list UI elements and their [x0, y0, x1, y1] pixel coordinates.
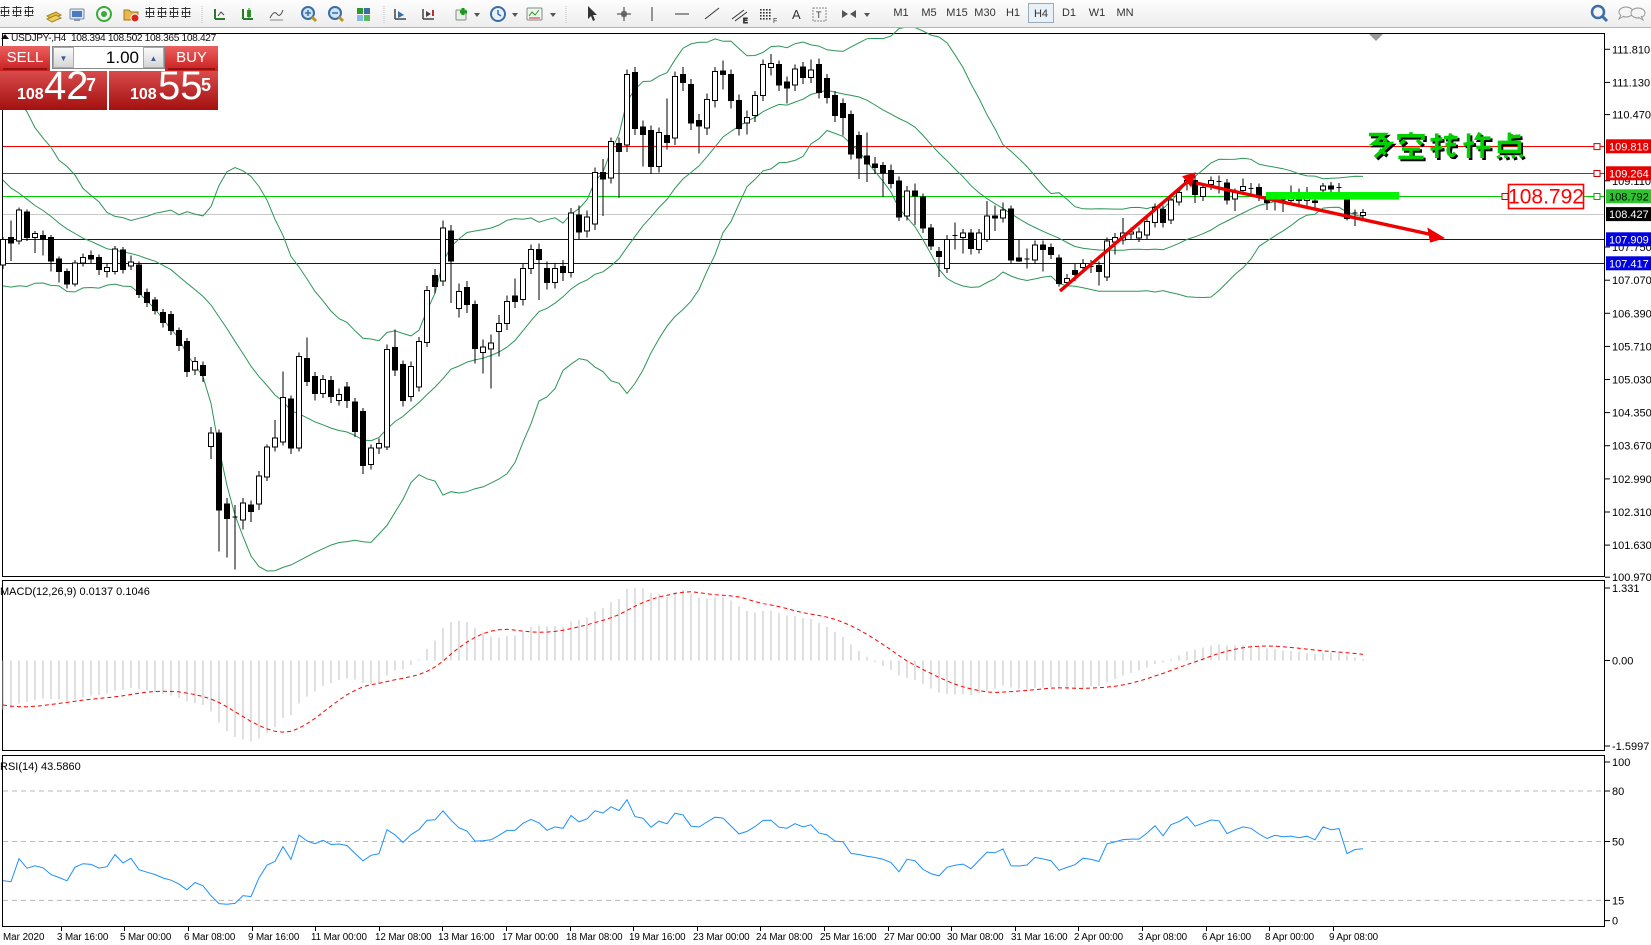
svg-text:107.417: 107.417 — [1609, 258, 1649, 270]
svg-text:108.792: 108.792 — [1508, 186, 1584, 209]
svg-text:23 Mar 00:00: 23 Mar 00:00 — [693, 932, 750, 943]
svg-text:0.00: 0.00 — [1612, 656, 1633, 668]
svg-text:6 Mar 08:00: 6 Mar 08:00 — [184, 932, 236, 943]
svg-text:24 Mar 08:00: 24 Mar 08:00 — [756, 932, 813, 943]
svg-text:27 Mar 00:00: 27 Mar 00:00 — [884, 932, 941, 943]
svg-text:25 Mar 16:00: 25 Mar 16:00 — [820, 932, 877, 943]
svg-text:100: 100 — [1612, 757, 1630, 769]
svg-text:1.331: 1.331 — [1612, 583, 1640, 595]
svg-text:A: A — [792, 7, 801, 22]
svg-text:102.310: 102.310 — [1612, 507, 1651, 519]
svg-text:30 Mar 08:00: 30 Mar 08:00 — [947, 932, 1004, 943]
svg-text:102.990: 102.990 — [1612, 474, 1651, 486]
svg-text:Mar 2020: Mar 2020 — [3, 932, 45, 943]
svg-text:19 Mar 16:00: 19 Mar 16:00 — [629, 932, 686, 943]
svg-text:RSI(14) 43.5860: RSI(14) 43.5860 — [0, 761, 81, 773]
svg-text:107.909: 107.909 — [1609, 234, 1649, 246]
svg-text:103.670: 103.670 — [1612, 441, 1651, 453]
svg-text:105.030: 105.030 — [1612, 375, 1651, 387]
svg-text:-1.5997: -1.5997 — [1612, 741, 1649, 753]
svg-text:80: 80 — [1612, 786, 1624, 798]
svg-text:0: 0 — [1612, 916, 1618, 928]
svg-text:9 Apr 08:00: 9 Apr 08:00 — [1329, 932, 1379, 943]
svg-text:100.970: 100.970 — [1612, 572, 1651, 584]
svg-text:2 Apr 00:00: 2 Apr 00:00 — [1074, 932, 1124, 943]
svg-text:F: F — [773, 18, 777, 24]
svg-text:6 Apr 16:00: 6 Apr 16:00 — [1202, 932, 1252, 943]
svg-text:8 Apr 00:00: 8 Apr 00:00 — [1265, 932, 1315, 943]
svg-text:5 Mar 00:00: 5 Mar 00:00 — [120, 932, 172, 943]
svg-text:12 Mar 08:00: 12 Mar 08:00 — [375, 932, 432, 943]
svg-text:50: 50 — [1612, 837, 1624, 849]
svg-text:104.350: 104.350 — [1612, 408, 1651, 420]
svg-text:111.130: 111.130 — [1612, 77, 1650, 89]
svg-text:3 Mar 16:00: 3 Mar 16:00 — [57, 932, 109, 943]
svg-text:101.630: 101.630 — [1612, 540, 1651, 552]
svg-text:17 Mar 00:00: 17 Mar 00:00 — [502, 932, 559, 943]
svg-text:USDJPY-,H4 108.394 108.502 10: USDJPY-,H4 108.394 108.502 108.365 108.4… — [11, 33, 217, 44]
svg-text:105.710: 105.710 — [1612, 341, 1651, 353]
svg-text:109.818: 109.818 — [1609, 141, 1649, 153]
svg-text:E: E — [743, 18, 748, 24]
svg-text:MACD(12,26,9) 0.0137 0.1046: MACD(12,26,9) 0.0137 0.1046 — [0, 586, 150, 598]
svg-text:31 Mar 16:00: 31 Mar 16:00 — [1011, 932, 1068, 943]
svg-text:15: 15 — [1612, 895, 1624, 907]
svg-text:T: T — [816, 10, 822, 20]
svg-text:108.427: 108.427 — [1609, 209, 1649, 221]
svg-text:107.070: 107.070 — [1612, 275, 1651, 287]
svg-text:109.264: 109.264 — [1609, 168, 1649, 180]
svg-text:3 Apr 08:00: 3 Apr 08:00 — [1138, 932, 1188, 943]
svg-text:13 Mar 16:00: 13 Mar 16:00 — [438, 932, 495, 943]
svg-text:106.390: 106.390 — [1612, 308, 1651, 320]
svg-text:18 Mar 08:00: 18 Mar 08:00 — [566, 932, 623, 943]
svg-text:11 Mar 00:00: 11 Mar 00:00 — [311, 932, 367, 943]
svg-text:111.810: 111.810 — [1612, 44, 1650, 56]
svg-text:108.792: 108.792 — [1609, 191, 1649, 203]
svg-text:9 Mar 16:00: 9 Mar 16:00 — [248, 932, 300, 943]
svg-text:110.470: 110.470 — [1612, 110, 1651, 122]
